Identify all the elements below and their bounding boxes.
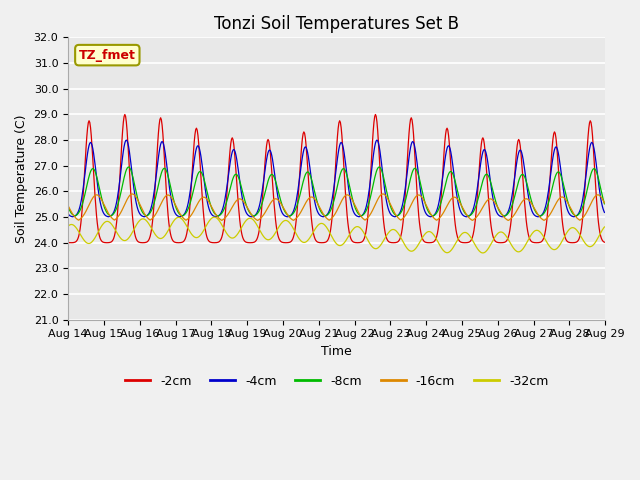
-8cm: [403, 192, 411, 198]
-32cm: [74, 228, 82, 233]
Line: -32cm: -32cm: [68, 217, 604, 253]
-32cm: [479, 250, 486, 256]
-16cm: [419, 195, 426, 201]
-16cm: [403, 211, 411, 216]
-8cm: [419, 190, 426, 195]
-4cm: [600, 209, 608, 215]
-4cm: [64, 211, 72, 217]
Legend: -2cm, -4cm, -8cm, -16cm, -32cm: -2cm, -4cm, -8cm, -16cm, -32cm: [120, 370, 554, 393]
-8cm: [130, 178, 138, 184]
-32cm: [129, 228, 137, 234]
-8cm: [64, 204, 72, 210]
-16cm: [64, 203, 72, 209]
-2cm: [64, 240, 72, 245]
-2cm: [403, 167, 411, 172]
-4cm: [74, 210, 82, 216]
-16cm: [184, 216, 192, 221]
-16cm: [212, 213, 220, 218]
-8cm: [250, 213, 258, 219]
-32cm: [64, 223, 72, 229]
-8cm: [212, 213, 220, 218]
-8cm: [600, 201, 608, 207]
-8cm: [125, 164, 132, 170]
-8cm: [184, 206, 192, 212]
-2cm: [130, 225, 138, 231]
-32cm: [402, 244, 410, 250]
-2cm: [246, 240, 254, 246]
-4cm: [212, 214, 220, 219]
-16cm: [600, 200, 608, 206]
-2cm: [121, 112, 129, 118]
-4cm: [419, 200, 426, 205]
-16cm: [254, 217, 262, 223]
-32cm: [184, 225, 191, 230]
Y-axis label: Soil Temperature (C): Soil Temperature (C): [15, 114, 28, 243]
-2cm: [74, 236, 82, 241]
-16cm: [129, 191, 136, 197]
-4cm: [130, 185, 138, 191]
-8cm: [74, 211, 82, 216]
-4cm: [122, 137, 130, 143]
Line: -2cm: -2cm: [68, 115, 604, 243]
Line: -8cm: -8cm: [68, 167, 604, 216]
Line: -4cm: -4cm: [68, 140, 604, 217]
-16cm: [130, 192, 138, 197]
-4cm: [184, 200, 192, 206]
Title: Tonzi Soil Temperatures Set B: Tonzi Soil Temperatures Set B: [214, 15, 459, 33]
Text: TZ_fmet: TZ_fmet: [79, 48, 136, 61]
-32cm: [600, 224, 608, 230]
-32cm: [212, 215, 220, 221]
-32cm: [211, 214, 218, 220]
Line: -16cm: -16cm: [68, 194, 604, 220]
-2cm: [212, 240, 220, 245]
-2cm: [419, 236, 426, 241]
-16cm: [74, 217, 82, 223]
-4cm: [248, 214, 255, 220]
-32cm: [418, 236, 426, 242]
-2cm: [600, 240, 608, 245]
-4cm: [403, 173, 411, 179]
X-axis label: Time: Time: [321, 345, 352, 358]
-2cm: [184, 221, 192, 227]
